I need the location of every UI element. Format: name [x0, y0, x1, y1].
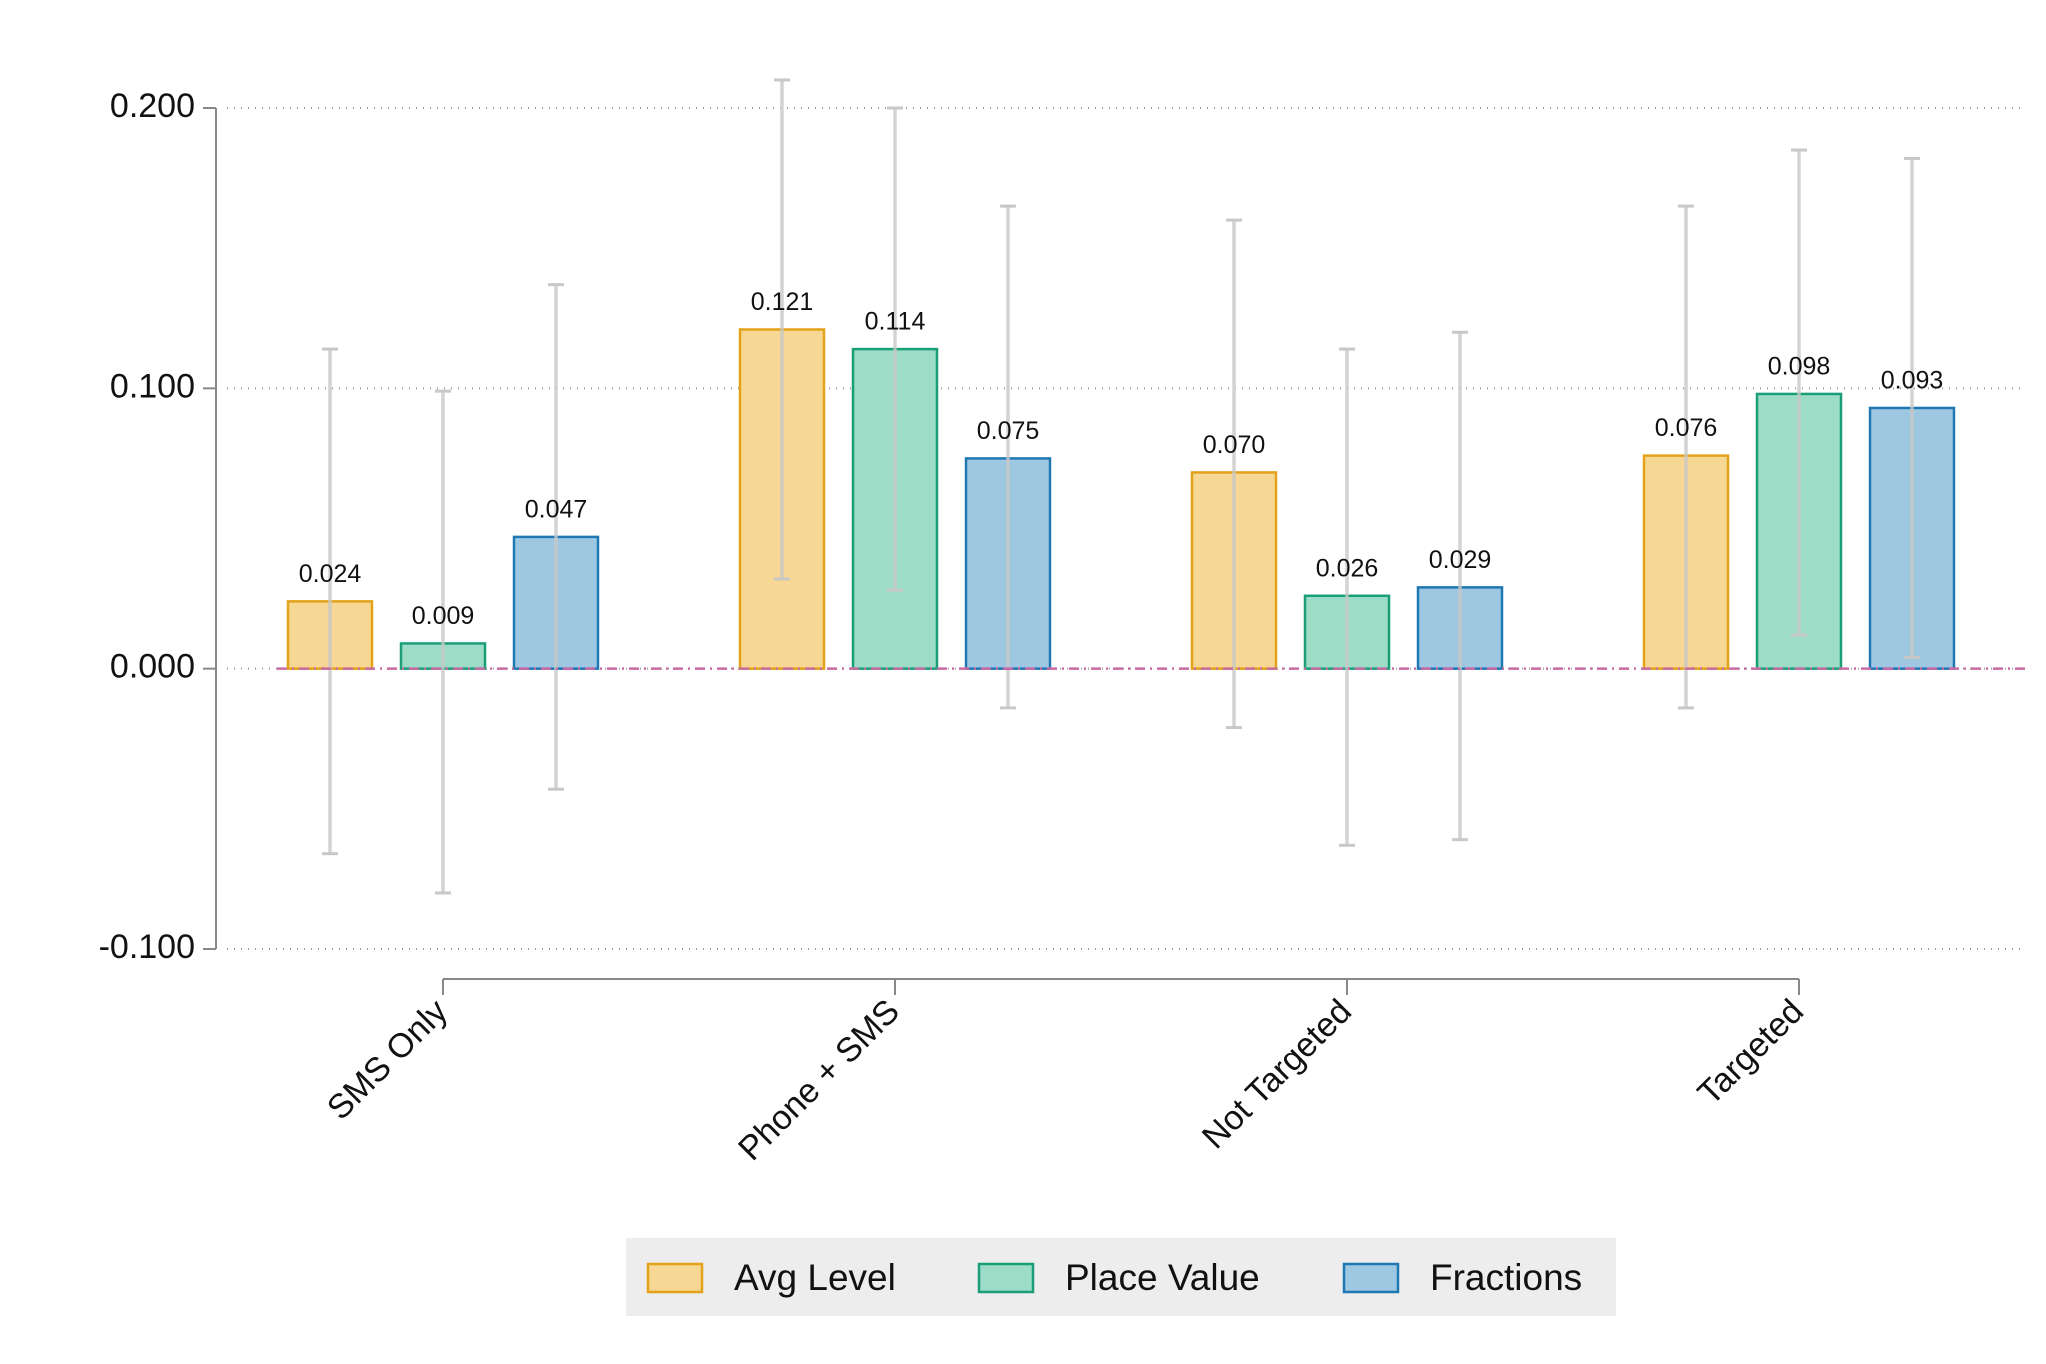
y-tick-label: 0.100	[110, 367, 195, 405]
y-tick-label: -0.100	[99, 928, 195, 966]
x-tick-label: Not Targeted	[1195, 992, 1359, 1156]
x-tick-label: Targeted	[1691, 992, 1811, 1112]
value-label: 0.114	[865, 308, 926, 336]
legend-swatch	[646, 1262, 704, 1294]
value-label: 0.098	[1768, 353, 1831, 381]
x-tick-label: Phone + SMS	[731, 992, 907, 1168]
value-label: 0.009	[412, 602, 475, 630]
value-label: 0.024	[299, 560, 362, 588]
x-tick-label: SMS Only	[320, 992, 455, 1127]
value-label: 0.070	[1203, 431, 1266, 459]
legend-label: Avg Level	[734, 1257, 896, 1298]
y-tick-label: 0.000	[110, 648, 195, 686]
value-label: 0.029	[1429, 546, 1492, 574]
value-label: 0.076	[1655, 414, 1718, 442]
legend-label: Fractions	[1430, 1257, 1582, 1298]
value-label: 0.047	[525, 496, 588, 524]
legend-label: Place Value	[1065, 1257, 1260, 1298]
legend-swatch	[1342, 1262, 1400, 1294]
legend-box	[626, 1238, 1616, 1316]
y-tick-label: 0.200	[110, 87, 195, 125]
value-label: 0.026	[1316, 554, 1379, 582]
legend-swatch	[977, 1262, 1035, 1294]
value-label: 0.093	[1881, 367, 1944, 395]
value-label: 0.075	[977, 417, 1040, 445]
value-label: 0.121	[751, 288, 814, 316]
